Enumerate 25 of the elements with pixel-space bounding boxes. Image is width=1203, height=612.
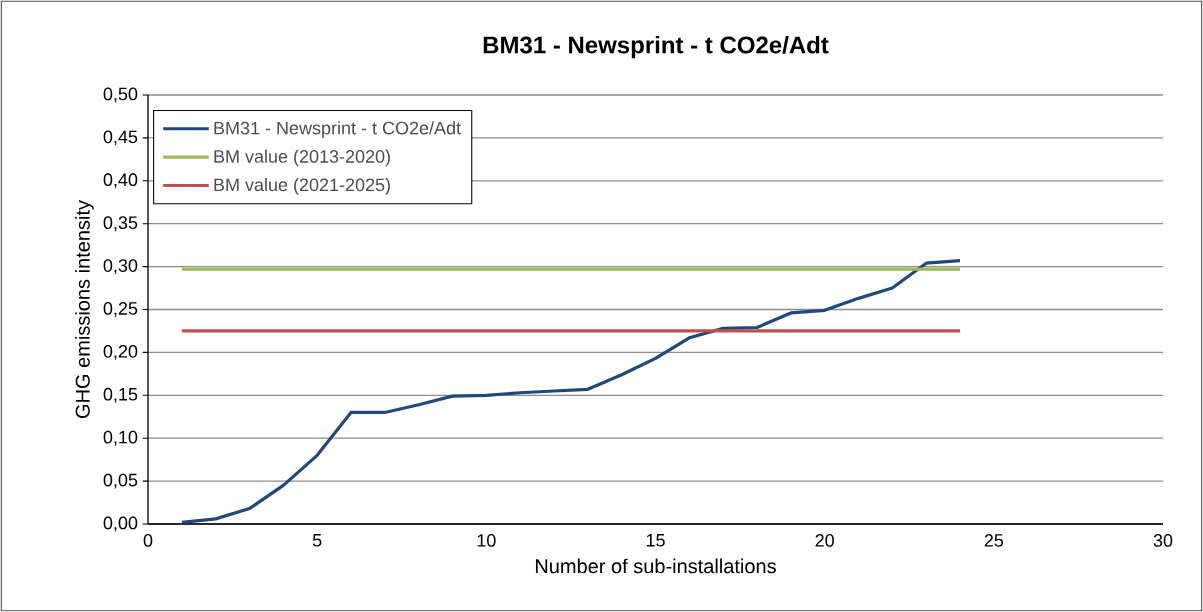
y-tick-label: 0,30 — [103, 259, 138, 275]
x-tick-label: 25 — [984, 534, 1004, 547]
chart-title: BM31 - Newsprint - t CO2e/Adt — [483, 35, 829, 59]
y-tick-label: 0,05 — [103, 473, 138, 489]
y-tick-label: 0,20 — [103, 344, 138, 360]
x-tick-label: 20 — [815, 534, 834, 547]
legend-label: BM value (2013-2020) — [214, 149, 390, 167]
x-tick-label: 0 — [143, 534, 153, 547]
y-tick-label: 0,40 — [103, 173, 138, 189]
y-tick-label: 0,00 — [103, 516, 138, 532]
x-tick-label: 30 — [1153, 534, 1173, 547]
y-tick-label: 0,15 — [103, 387, 138, 403]
line-series — [180, 259, 962, 524]
x-axis-title: Number of sub-installations — [535, 558, 776, 574]
legend-label: BM value (2021-2025) — [214, 177, 390, 195]
y-tick-label: 0,50 — [103, 87, 138, 103]
x-tick-label: 5 — [312, 534, 322, 547]
y-tick-label: 0,45 — [103, 130, 138, 146]
y-axis-title: GHG emissions intensity — [75, 200, 94, 418]
x-tick-label: 10 — [477, 534, 496, 547]
legend-label: BM31 - Newsprint - t CO2e/Adt — [214, 121, 461, 139]
y-tick-label: 0,25 — [103, 302, 138, 317]
y-tick-label: 0,10 — [103, 430, 138, 446]
y-tick-label: 0,35 — [103, 216, 138, 232]
x-tick-label: 15 — [646, 534, 665, 547]
